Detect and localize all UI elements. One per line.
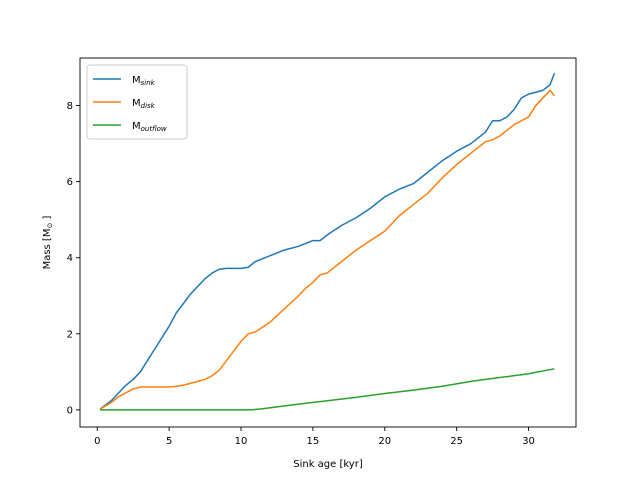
series-layer (99, 72, 556, 411)
y-tick-label: 6 (67, 177, 73, 188)
legend: Msink Mdisk Moutflow (86, 64, 188, 140)
plot-frame (79, 57, 577, 428)
x-tick-label: 0 (94, 436, 100, 447)
series-line-sink (99, 72, 556, 410)
legend-box (86, 64, 188, 140)
x-axis-label: Sink age [kyr] (293, 459, 363, 470)
x-axis: 0 5 10 15 20 25 30 (94, 427, 535, 447)
y-tick-label: 4 (67, 253, 73, 264)
y-axis-label-sub: ⊙ (46, 223, 54, 229)
legend-label-sink: Msink (132, 75, 156, 87)
x-tick-label: 10 (235, 436, 248, 447)
y-tick-label: 2 (67, 329, 73, 340)
y-axis-label: Mass [M⊙ ] (42, 215, 54, 269)
legend-label-disk: Mdisk (132, 98, 156, 110)
series-line-outflow (100, 368, 555, 411)
y-axis: 0 2 4 6 8 (67, 101, 80, 416)
legend-label-outflow: Moutflow (132, 121, 167, 133)
y-axis-label-end: ] (42, 215, 53, 222)
x-tick-label: 15 (307, 436, 320, 447)
y-tick-label: 8 (67, 101, 73, 112)
y-tick-label: 0 (67, 405, 73, 416)
y-axis-label-main: Mass [M (42, 229, 53, 270)
x-tick-label: 5 (166, 436, 172, 447)
x-tick-label: 25 (450, 436, 463, 447)
x-tick-label: 20 (378, 436, 391, 447)
x-tick-label: 30 (522, 436, 535, 447)
series-line-disk (99, 89, 556, 410)
